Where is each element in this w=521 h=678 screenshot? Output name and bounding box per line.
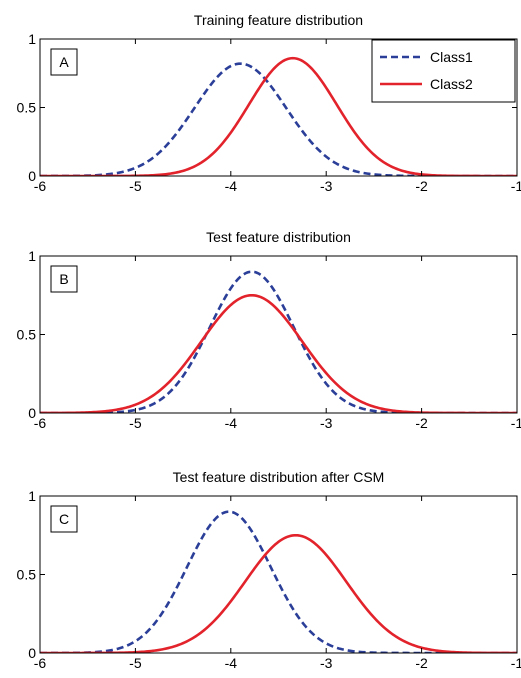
x-tick-label: -6 — [34, 178, 47, 194]
x-tick-label: -1 — [511, 655, 521, 671]
y-tick-label: 0.5 — [17, 327, 37, 343]
chart-panel-c: Test feature distribution after CSM -6 -5 -… — [17, 469, 521, 671]
x-tick-label: -2 — [415, 415, 428, 431]
x-tick-label: -1 — [511, 415, 521, 431]
y-tick-label: 0 — [28, 168, 36, 184]
chart-title: Test feature distribution — [206, 229, 351, 245]
panel-letter-box — [50, 48, 78, 76]
series-line-class1 — [40, 510, 517, 653]
y-tick-label: 1 — [28, 488, 36, 504]
y-tick-label: 0.5 — [17, 567, 37, 583]
panel-letter-box — [50, 505, 78, 533]
x-tick-label: -4 — [225, 415, 238, 431]
axes-frame — [39, 495, 518, 654]
panel-letter: A — [59, 54, 69, 70]
x-tick-label: -2 — [415, 178, 428, 194]
x-tick-label: -3 — [320, 655, 333, 671]
y-tick-label: 0 — [28, 645, 36, 661]
x-tick-label: -5 — [129, 655, 142, 671]
panel-letter: C — [59, 511, 69, 527]
axes-frame — [39, 255, 518, 414]
chart-panel-b: Test feature distribution -6 -5 -4 -3 -2 -1 0 0.… — [17, 229, 521, 431]
panel-letter: B — [59, 271, 68, 287]
y-tick-label: 1 — [28, 31, 36, 47]
series-line-class2 — [40, 533, 517, 653]
legend-label-class1: Class1 — [430, 49, 473, 65]
x-tick-label: -3 — [320, 178, 333, 194]
panel-letter-box — [50, 265, 78, 293]
x-tick-label: -5 — [129, 415, 142, 431]
y-tick-label: 1 — [28, 248, 36, 264]
x-tick-label: -3 — [320, 415, 333, 431]
x-tick-label: -4 — [225, 178, 238, 194]
legend-box — [371, 39, 516, 103]
x-tick-label: -1 — [511, 178, 521, 194]
chart-title: Training feature distribution — [194, 12, 363, 28]
y-tick-label: 0 — [28, 405, 36, 421]
series-line-class1 — [40, 270, 517, 413]
x-tick-label: -4 — [225, 655, 238, 671]
series-line-class2 — [40, 293, 517, 413]
x-tick-label: -2 — [415, 655, 428, 671]
y-tick-label: 0.5 — [17, 100, 37, 116]
legend-label-class2: Class2 — [430, 76, 473, 92]
chart-title: Test feature distribution after CSM — [173, 469, 385, 485]
series-line-class1 — [40, 62, 517, 176]
x-tick-label: -6 — [34, 655, 47, 671]
x-tick-label: -5 — [129, 178, 142, 194]
x-tick-label: -6 — [34, 415, 47, 431]
chart-panel-a: Training feature distribution -6 -5 -4 -3 -2 -… — [17, 12, 521, 194]
